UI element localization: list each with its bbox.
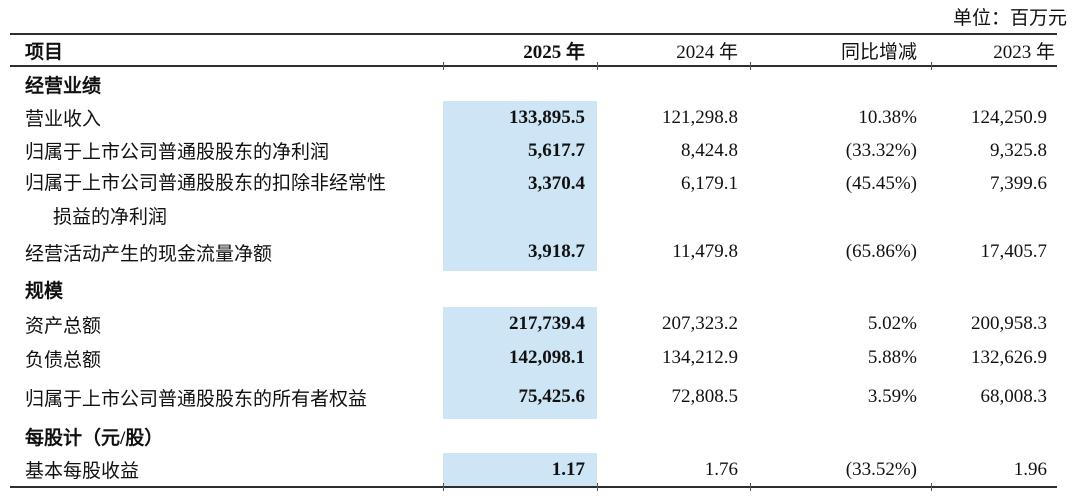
table: 项目 2025 年 2024 年 同比增减 2023 年 经营业绩 营业收入 1… [10,33,1057,491]
value-yoy: 10.38% [858,106,917,128]
header-2025: 2025 年 [523,41,585,63]
value-2023: 17,405.7 [980,241,1048,262]
value-2025: 142,098.1 [443,341,597,375]
value-2024: 121,298.8 [662,106,738,128]
section-row-scale: 规模 [10,271,1057,307]
section-row-per-share: 每股计（元/股） [10,419,1057,453]
value-2023: 9,325.8 [990,139,1047,161]
column-tick [443,62,444,70]
value-2024: 6,179.1 [681,173,738,194]
column-tick [443,483,444,491]
value-2023: 68,008.3 [980,386,1048,407]
value-yoy: 5.88% [867,347,917,368]
row-label-line1: 归属于上市公司普通股股东的扣除非经常性 [25,173,387,194]
section-label: 规模 [25,280,64,302]
value-2023: 7,399.6 [990,173,1047,194]
value-2024: 11,479.8 [672,241,738,262]
header-item: 项目 [25,41,64,63]
value-yoy: (33.32%) [845,139,917,161]
table-row-owners-equity: 归属于上市公司普通股股东的所有者权益 75,425.6 72,808.5 3.5… [10,375,1057,419]
value-2023: 132,626.9 [971,347,1047,368]
row-label: 归属于上市公司普通股股东的所有者权益 [25,388,368,410]
value-2024: 207,323.2 [662,313,738,334]
value-2025: 1.17 [443,453,597,486]
column-tick [931,483,932,491]
value-2024: 134,212.9 [662,347,738,368]
table-row-basic-eps: 基本每股收益 1.17 1.76 (33.52%) 1.96 [10,453,1057,486]
table-row-total-assets: 资产总额 217,739.4 207,323.2 5.02% 200,958.3 [10,307,1057,341]
value-yoy: (45.45%) [845,173,917,194]
section-label: 经营业绩 [25,75,102,97]
value-2025: 75,425.6 [443,375,597,419]
row-label: 营业收入 [25,109,102,130]
table-row-total-liabilities: 负债总额 142,098.1 134,212.9 5.88% 132,626.9 [10,341,1057,375]
value-yoy: 3.59% [867,386,917,407]
section-row-operating-results: 经营业绩 [10,67,1057,101]
value-2024: 1.76 [704,458,738,480]
row-label: 经营活动产生的现金流量净额 [25,243,273,265]
header-2024: 2024 年 [676,41,738,63]
column-tick [931,62,932,70]
header-2023: 2023 年 [993,41,1055,63]
row-label: 归属于上市公司普通股股东的扣除非经常性 损益的净利润 [10,167,443,233]
value-2025: 3,370.4 [443,167,597,233]
row-label-line2: 损益的净利润 [53,207,168,228]
table-row-net-profit: 归属于上市公司普通股股东的净利润 5,617.7 8,424.8 (33.32%… [10,134,1057,167]
row-label: 资产总额 [25,315,102,337]
table-header-row: 项目 2025 年 2024 年 同比增减 2023 年 [10,33,1057,67]
value-2024: 8,424.8 [681,139,738,161]
value-2024: 72,808.5 [671,386,739,407]
value-2025: 3,918.7 [443,233,597,271]
column-tick [750,62,751,70]
table-row-deducted-net-profit: 归属于上市公司普通股股东的扣除非经常性 损益的净利润 3,370.4 6,179… [10,167,1057,233]
value-yoy: 5.02% [867,313,917,334]
value-2025: 133,895.5 [443,101,597,134]
column-tick [597,483,598,491]
column-tick [597,62,598,70]
header-yoy: 同比增减 [840,41,917,63]
table-row-revenue: 营业收入 133,895.5 121,298.8 10.38% 124,250.… [10,101,1057,134]
row-label: 基本每股收益 [25,461,140,482]
value-2023: 1.96 [1013,458,1047,480]
value-2025: 5,617.7 [443,134,597,167]
value-2023: 124,250.9 [971,106,1047,128]
unit-label: 单位：百万元 [952,8,1067,29]
table-row-operating-cash-flow: 经营活动产生的现金流量净额 3,918.7 11,479.8 (65.86%) … [10,233,1057,271]
value-2023: 200,958.3 [971,313,1047,334]
row-label: 归属于上市公司普通股股东的净利润 [25,142,330,163]
row-label: 负债总额 [25,349,102,371]
column-tick [750,483,751,491]
value-2025: 217,739.4 [443,307,597,341]
value-yoy: (33.52%) [845,458,917,480]
section-label: 每股计（元/股） [25,427,164,449]
value-yoy: (65.86%) [845,241,917,262]
table-body: 经营业绩 营业收入 133,895.5 121,298.8 10.38% 124… [10,62,1057,491]
